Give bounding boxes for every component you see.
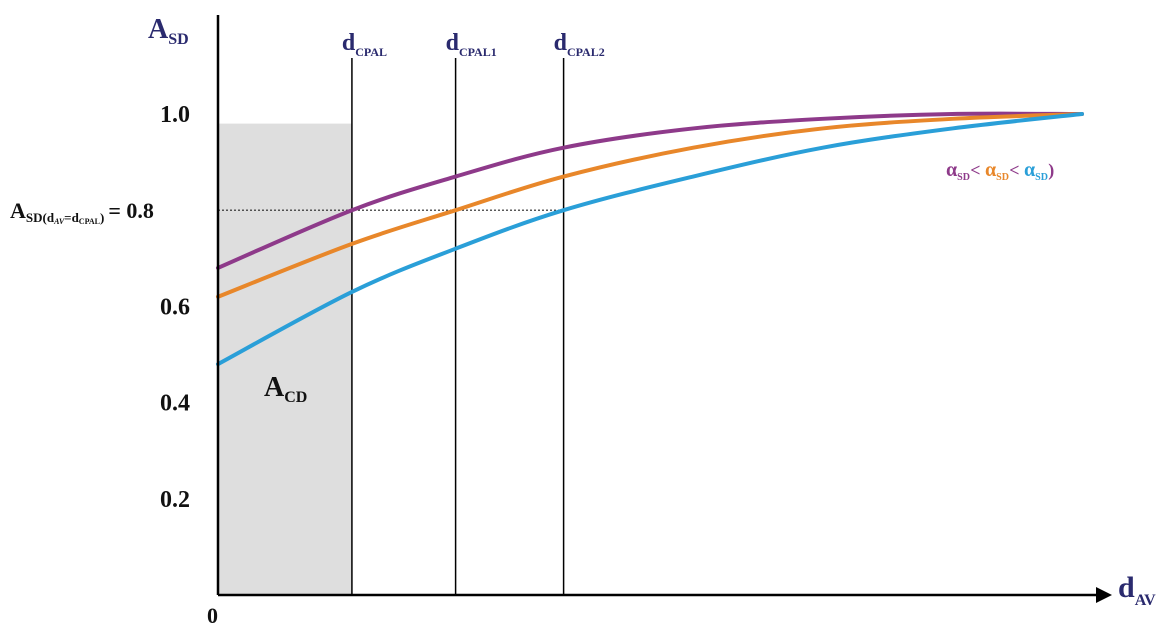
y-axis-title: ASD: [148, 14, 189, 48]
y-tick-label: 1.0: [160, 102, 190, 128]
x-axis-arrow: [1096, 587, 1112, 603]
x-axis-title: dAV: [1118, 571, 1156, 609]
y-tick-labels: 1.0 0.6 0.4 0.2: [160, 102, 190, 513]
series-group: [216, 111, 1084, 367]
vertical-markers: dCPAL dCPAL1 dCPAL2: [342, 30, 605, 595]
series-line: [216, 112, 1084, 367]
y-tick-label: 0.2: [160, 487, 190, 513]
marker-label: dCPAL: [342, 30, 387, 59]
shaded-region-label: ACD: [264, 372, 307, 406]
marker-label: dCPAL2: [554, 30, 605, 59]
y-tick-label: 0.4: [160, 391, 190, 417]
reference-line-label: ASD(dAV=dCPAL) = 0.8: [10, 198, 154, 226]
y-tick-label: 0.6: [160, 294, 190, 320]
legend: αSD < αSD < αSD ): [946, 159, 1054, 183]
series-line: [216, 111, 1084, 270]
marker-label: dCPAL1: [446, 30, 497, 59]
origin-label: 0: [207, 603, 218, 623]
series-line: [216, 112, 1084, 299]
shaded-region: [218, 123, 352, 596]
